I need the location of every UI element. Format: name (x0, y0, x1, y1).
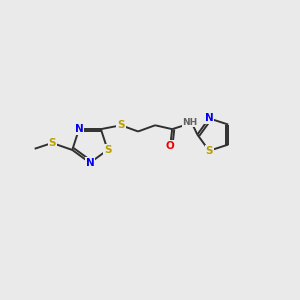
Text: S: S (206, 146, 213, 156)
Text: N: N (85, 158, 94, 168)
Text: O: O (166, 141, 175, 151)
Text: S: S (104, 145, 111, 155)
Text: N: N (205, 113, 214, 123)
Text: NH: NH (182, 118, 198, 127)
Text: S: S (48, 138, 56, 148)
Text: N: N (75, 124, 83, 134)
Text: S: S (117, 120, 125, 130)
